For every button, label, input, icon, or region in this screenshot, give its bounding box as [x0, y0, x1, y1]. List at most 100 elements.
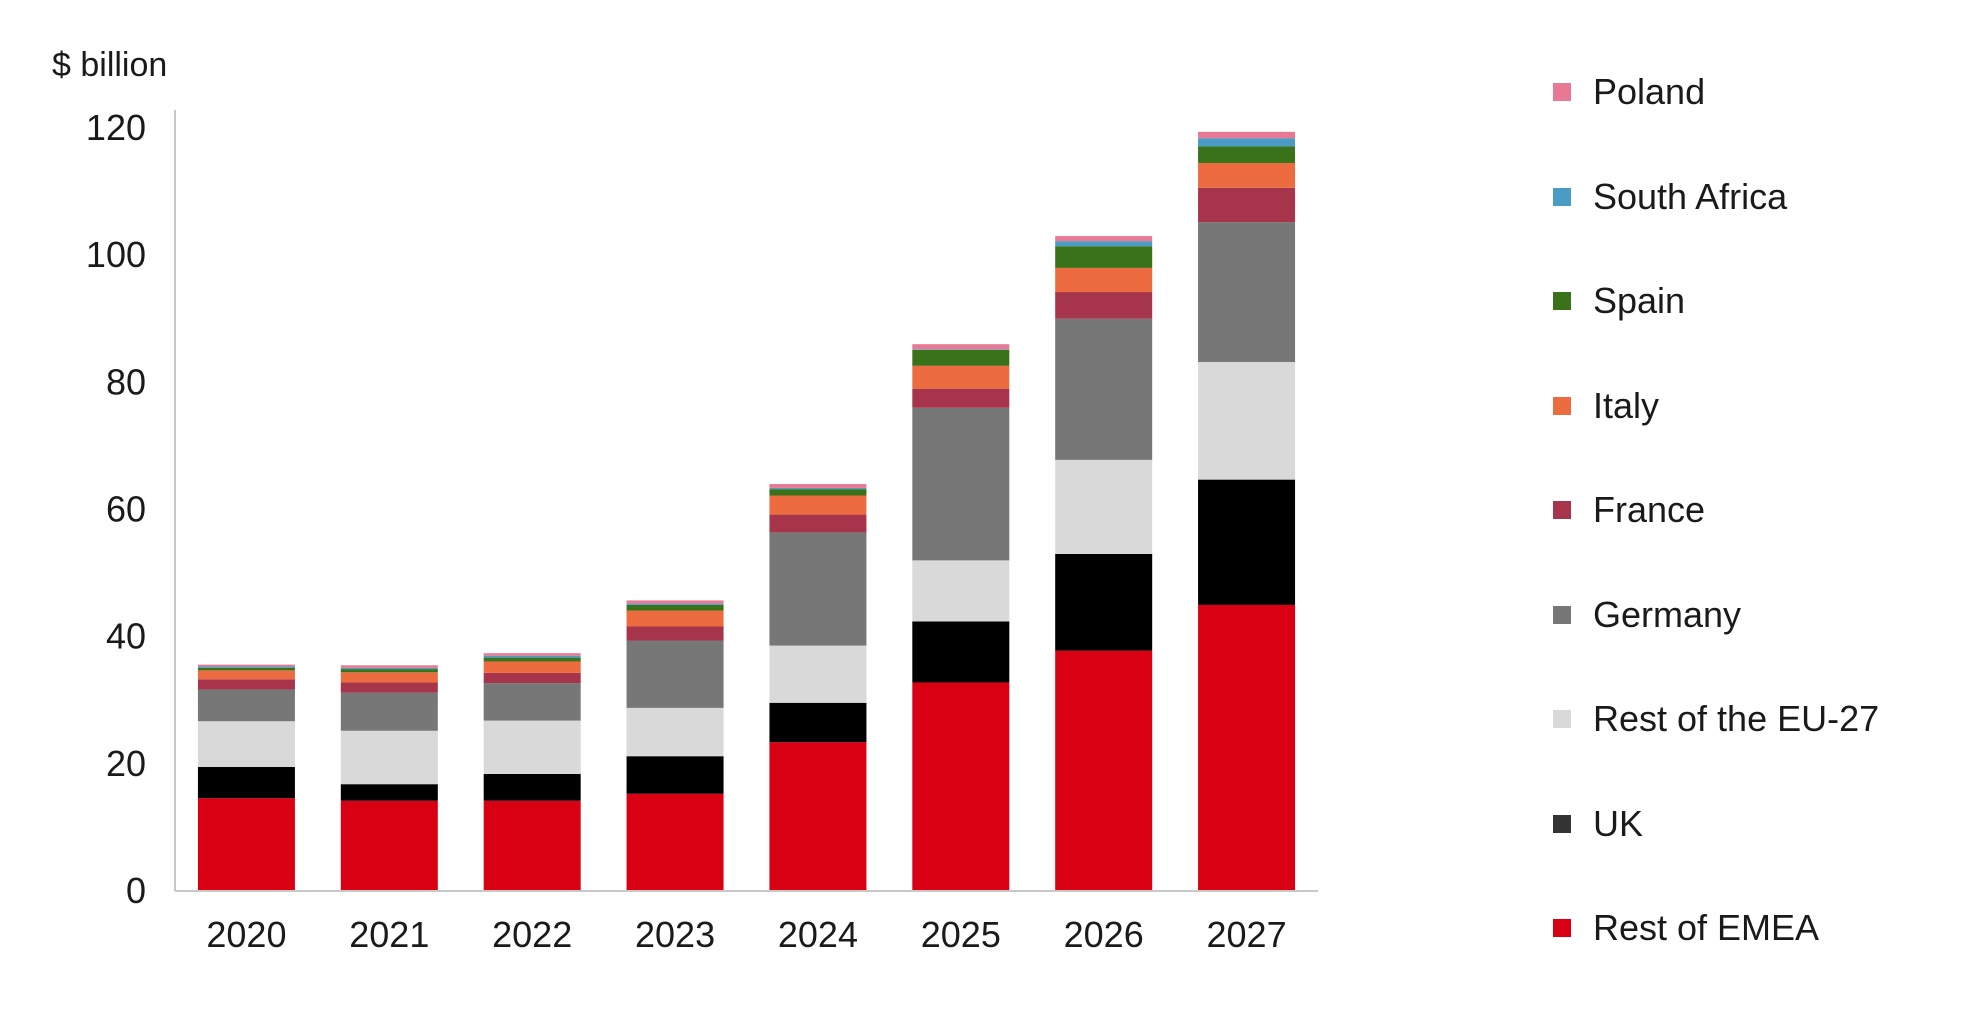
bar-segment — [912, 388, 1010, 408]
bar-segment — [769, 484, 867, 488]
bar-stack-2027 — [1198, 131, 1296, 891]
bar-segment — [340, 667, 438, 670]
bar-segment — [912, 560, 1010, 622]
bar-segment — [483, 655, 581, 658]
legend-item: Italy — [1553, 384, 1659, 428]
bar-segment — [912, 349, 1010, 366]
y-tick-label: 60 — [106, 489, 146, 530]
bar-segment — [912, 682, 1010, 891]
bar-segment — [1198, 187, 1296, 223]
bar-segment — [197, 667, 295, 671]
bar-segment — [197, 664, 295, 667]
legend-swatch — [1553, 187, 1571, 206]
bar-segment — [1198, 604, 1296, 891]
legend-label: Rest of the EU-27 — [1593, 698, 1880, 739]
bar-segment — [483, 774, 581, 801]
bar-segment — [483, 800, 581, 891]
legend-item: Germany — [1553, 593, 1741, 637]
bar-segment — [626, 756, 724, 794]
bar-segment — [1198, 479, 1296, 605]
bar-stack-2022 — [483, 653, 581, 891]
bar-segment — [483, 672, 581, 684]
bar-segment — [769, 489, 867, 496]
legend-swatch — [1553, 396, 1571, 415]
legend-item: Rest of the EU-27 — [1553, 697, 1879, 741]
bar-stack-2020 — [197, 664, 295, 891]
bar-segment — [197, 721, 295, 768]
bar-segment — [626, 793, 724, 891]
legend-label: South Africa — [1593, 175, 1788, 217]
bar-segment — [340, 730, 438, 785]
x-tick-label: 2025 — [921, 914, 1001, 955]
bar-segment — [1198, 162, 1296, 188]
bar-stack-2021 — [340, 665, 438, 891]
bar-segment — [197, 670, 295, 680]
bar-segment — [340, 665, 438, 668]
legend-item: South Africa — [1553, 175, 1787, 219]
bar-segment — [340, 692, 438, 731]
bar-segment — [626, 600, 724, 604]
legend-swatch — [1553, 501, 1571, 519]
x-tick-label: 2023 — [635, 914, 715, 955]
bar-stack-2026 — [1055, 236, 1153, 891]
bar-segment — [197, 666, 295, 668]
legend-swatch — [1553, 83, 1571, 101]
bar-segment — [483, 661, 581, 673]
bar-segment — [483, 653, 581, 656]
bar-segment — [340, 800, 438, 891]
x-tick-label: 2022 — [492, 914, 572, 955]
bar-segment — [1198, 138, 1296, 147]
legend-label: Spain — [1593, 280, 1686, 321]
bar-segment — [912, 365, 1010, 389]
bar-segment — [912, 407, 1010, 561]
bar-segment — [626, 626, 724, 641]
bar-segment — [626, 640, 724, 708]
bar-stacks — [197, 131, 1296, 891]
legend-item: Poland — [1553, 70, 1705, 114]
y-tick-label: 120 — [86, 107, 146, 148]
x-tick-label: 2027 — [1207, 914, 1287, 955]
bar-segment — [626, 610, 724, 627]
legend-item: Rest of EMEA — [1553, 906, 1819, 950]
bar-segment — [197, 689, 295, 722]
x-tick-label: 2026 — [1064, 914, 1144, 955]
x-tick-label: 2021 — [349, 914, 429, 955]
bar-segment — [912, 621, 1010, 683]
legend-swatch — [1553, 605, 1571, 624]
x-tick-label: 2024 — [778, 914, 858, 955]
legend-item: France — [1553, 488, 1705, 532]
bar-segment — [340, 669, 438, 673]
bar-segment — [1055, 554, 1153, 651]
bar-segment — [912, 344, 1010, 350]
bar-segment — [1198, 131, 1296, 139]
bar-segment — [1198, 146, 1296, 163]
y-tick-label: 80 — [106, 361, 146, 402]
y-tick-label: 100 — [86, 234, 146, 275]
bar-segment — [1055, 246, 1153, 268]
legend-swatch — [1553, 292, 1571, 310]
bar-segment — [912, 349, 1010, 350]
bar-segment — [769, 532, 867, 646]
bar-segment — [1055, 292, 1153, 319]
bar-segment — [340, 682, 438, 693]
legend-label: France — [1593, 489, 1706, 530]
y-axis: 0 20 40 60 80 100 120 — [86, 107, 176, 911]
bar-segment — [1055, 318, 1153, 460]
bar-segment — [197, 798, 295, 891]
bar-segment — [1198, 222, 1296, 362]
bar-segment — [1055, 267, 1153, 293]
bar-segment — [769, 645, 867, 703]
bar-segment — [769, 514, 867, 533]
legend-item: UK — [1553, 802, 1643, 846]
bar-segment — [769, 702, 867, 743]
bar-segment — [769, 487, 867, 490]
x-axis: 2020 2021 2022 2023 2024 2025 2026 2027 — [175, 890, 1318, 955]
bar-segment — [1055, 236, 1153, 242]
legend-label: Italy — [1593, 384, 1660, 426]
legend-label: Poland — [1593, 71, 1706, 112]
y-tick-label: 0 — [126, 870, 146, 911]
legend-label: Rest of EMEA — [1593, 907, 1820, 948]
bar-segment — [483, 683, 581, 721]
bar-segment — [197, 679, 295, 690]
y-tick-label: 40 — [106, 616, 146, 657]
